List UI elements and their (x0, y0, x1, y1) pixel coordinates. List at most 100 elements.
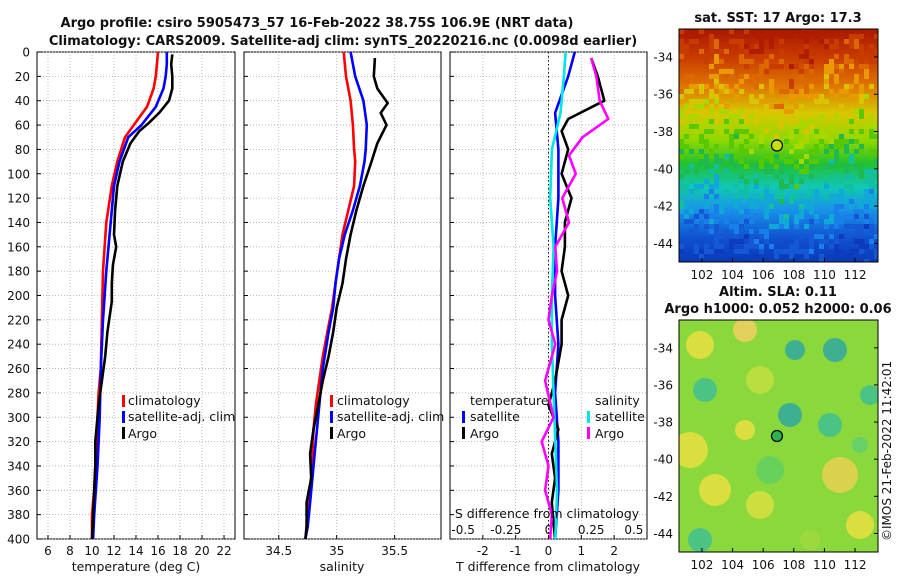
sst-cell (679, 114, 684, 119)
sst-cell (749, 179, 754, 184)
sst-cell (739, 189, 744, 194)
sst-cell (794, 194, 799, 199)
legend-swatch-satellite-adj (122, 411, 125, 423)
sst-cell (874, 59, 878, 64)
x-tick-label: 8 (66, 544, 74, 558)
sst-cell (724, 129, 729, 134)
sst-cell (744, 194, 749, 199)
sst-cell (739, 254, 744, 259)
sst-cell (764, 229, 769, 234)
sst-cell (679, 154, 684, 159)
sst-cell (869, 124, 874, 129)
sst-cell (789, 199, 794, 204)
sst-cell (734, 154, 739, 159)
sst-cell (679, 94, 684, 99)
sst-cell (729, 214, 734, 219)
sst-cell (749, 244, 754, 249)
sst-cell (804, 134, 809, 139)
sst-cell (709, 104, 714, 109)
sst-cell (684, 44, 689, 49)
sst-cell (714, 119, 719, 124)
sst-cell (739, 44, 744, 49)
sst-cell (794, 249, 799, 254)
sst-cell (764, 209, 769, 214)
sst-cell (744, 49, 749, 54)
sst-cell (684, 124, 689, 129)
sst-cell (714, 179, 719, 184)
legend-label-temperature-argo: Argo (470, 426, 499, 441)
x-tick-label: 35.5 (381, 544, 408, 558)
sst-cell (704, 99, 709, 104)
sst-cell (864, 179, 869, 184)
sst-cell (734, 239, 739, 244)
sst-cell (829, 194, 834, 199)
sst-cell (709, 114, 714, 119)
sst-cell (869, 169, 874, 174)
sst-cell (794, 244, 799, 249)
sst-cell (819, 94, 824, 99)
sst-cell (859, 59, 864, 64)
sst-cell (749, 204, 754, 209)
series-line-satellite-adj-clim (91, 52, 169, 540)
sst-cell (834, 159, 839, 164)
sst-cell (849, 214, 854, 219)
sst-cell (734, 199, 739, 204)
sst-cell (779, 259, 784, 262)
sst-cell (704, 224, 709, 229)
sst-cell (874, 254, 878, 259)
sst-cell (839, 189, 844, 194)
sst-cell (694, 114, 699, 119)
map-y-tick-label: -36 (653, 378, 673, 392)
sst-cell (764, 204, 769, 209)
sst-cell (804, 84, 809, 89)
sst-cell (709, 129, 714, 134)
sst-cell (714, 44, 719, 49)
sst-cell (764, 104, 769, 109)
sst-cell (739, 219, 744, 224)
sst-cell (789, 254, 794, 259)
sst-cell (789, 194, 794, 199)
sst-cell (734, 229, 739, 234)
sst-cell (874, 219, 878, 224)
sst-cell (704, 129, 709, 134)
legend-label-temperature-satellite: satellite (470, 409, 520, 424)
sst-cell (799, 29, 804, 34)
map-x-tick-label: 102 (691, 558, 714, 572)
sst-cell (714, 209, 719, 214)
sla-blob (746, 366, 774, 394)
sst-cell (724, 219, 729, 224)
sst-cell (859, 64, 864, 69)
sst-cell (869, 114, 874, 119)
sst-cell (839, 104, 844, 109)
sst-cell (689, 189, 694, 194)
sst-cell (689, 104, 694, 109)
sst-cell (844, 34, 849, 39)
sst-cell (689, 114, 694, 119)
sst-cell (844, 139, 849, 144)
sst-cell (789, 134, 794, 139)
sst-cell (759, 134, 764, 139)
sst-cell (699, 134, 704, 139)
sst-cell (684, 109, 689, 114)
sst-cell (759, 244, 764, 249)
sst-cell (864, 194, 869, 199)
sst-cell (749, 239, 754, 244)
sst-cell (699, 214, 704, 219)
sst-cell (729, 114, 734, 119)
sst-cell (789, 184, 794, 189)
sst-cell (699, 149, 704, 154)
sst-cell (779, 194, 784, 199)
legend-title-temperature: temperature (470, 393, 549, 408)
sst-cell (679, 204, 684, 209)
sst-cell (689, 219, 694, 224)
sst-cell (799, 204, 804, 209)
sst-cell (824, 84, 829, 89)
sst-cell (719, 84, 724, 89)
sst-cell (719, 249, 724, 254)
sst-cell (829, 89, 834, 94)
sst-cell (744, 124, 749, 129)
sst-cell (869, 189, 874, 194)
sst-cell (864, 199, 869, 204)
sst-cell (794, 214, 799, 219)
sst-cell (804, 54, 809, 59)
